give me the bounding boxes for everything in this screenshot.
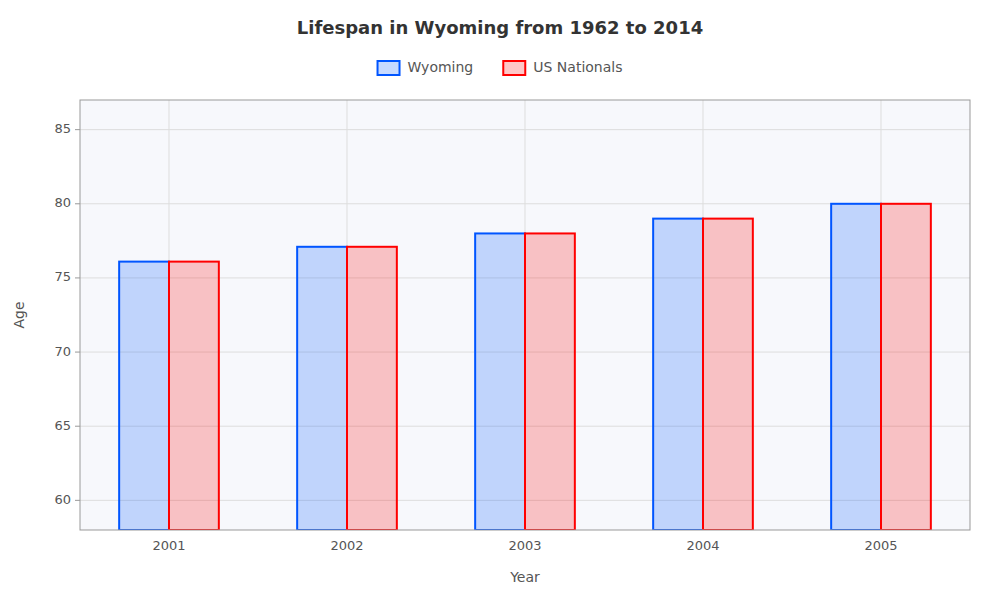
y-tick-label: 75 <box>54 269 71 284</box>
legend-swatch <box>378 61 400 75</box>
y-tick-label: 70 <box>54 344 71 359</box>
y-tick <box>75 426 80 427</box>
y-tick-label: 60 <box>54 492 71 507</box>
bar <box>703 219 753 530</box>
y-tick <box>75 203 80 204</box>
bar <box>347 247 397 530</box>
chart: 60 65 70 75 80 85 2001 2002 2003 2004 2005 Year Age L… <box>0 0 1000 600</box>
plot-frame <box>80 100 970 530</box>
legend: Wyoming US Nationals <box>378 59 623 75</box>
y-axis-label: Age <box>11 301 27 328</box>
title: Lifespan in Wyoming from 1962 to 2014 <box>297 17 703 38</box>
bar <box>525 233 575 530</box>
plot-background <box>80 100 970 530</box>
x-axis: 2001 2002 2003 2004 2005 <box>152 538 897 553</box>
bars <box>119 204 931 530</box>
bar <box>119 262 169 530</box>
x-axis-label: Year <box>509 569 540 585</box>
x-tick-label: 2004 <box>686 538 719 553</box>
y-tick-label: 80 <box>54 195 71 210</box>
y-tick <box>75 352 80 353</box>
x-tick-label: 2003 <box>508 538 541 553</box>
legend-item: US Nationals <box>503 59 622 75</box>
grid <box>80 100 970 530</box>
bar <box>169 262 219 530</box>
legend-item: Wyoming <box>378 59 474 75</box>
x-tick-label: 2001 <box>152 538 185 553</box>
bar <box>653 219 703 530</box>
bar <box>831 204 881 530</box>
x-tick-label: 2005 <box>864 538 897 553</box>
x-tick-label: 2002 <box>330 538 363 553</box>
bar <box>297 247 347 530</box>
y-tick <box>75 129 80 130</box>
y-tick-label: 85 <box>54 121 71 136</box>
legend-label: Wyoming <box>408 59 474 75</box>
legend-label: US Nationals <box>533 59 622 75</box>
bar <box>475 233 525 530</box>
y-axis: 60 65 70 75 80 85 <box>54 121 80 507</box>
legend-swatch <box>503 61 525 75</box>
y-tick <box>75 277 80 278</box>
y-tick <box>75 500 80 501</box>
y-tick-label: 65 <box>54 418 71 433</box>
chart-container: 60 65 70 75 80 85 2001 2002 2003 2004 2005 Year Age L… <box>0 0 1000 600</box>
bar <box>881 204 931 530</box>
